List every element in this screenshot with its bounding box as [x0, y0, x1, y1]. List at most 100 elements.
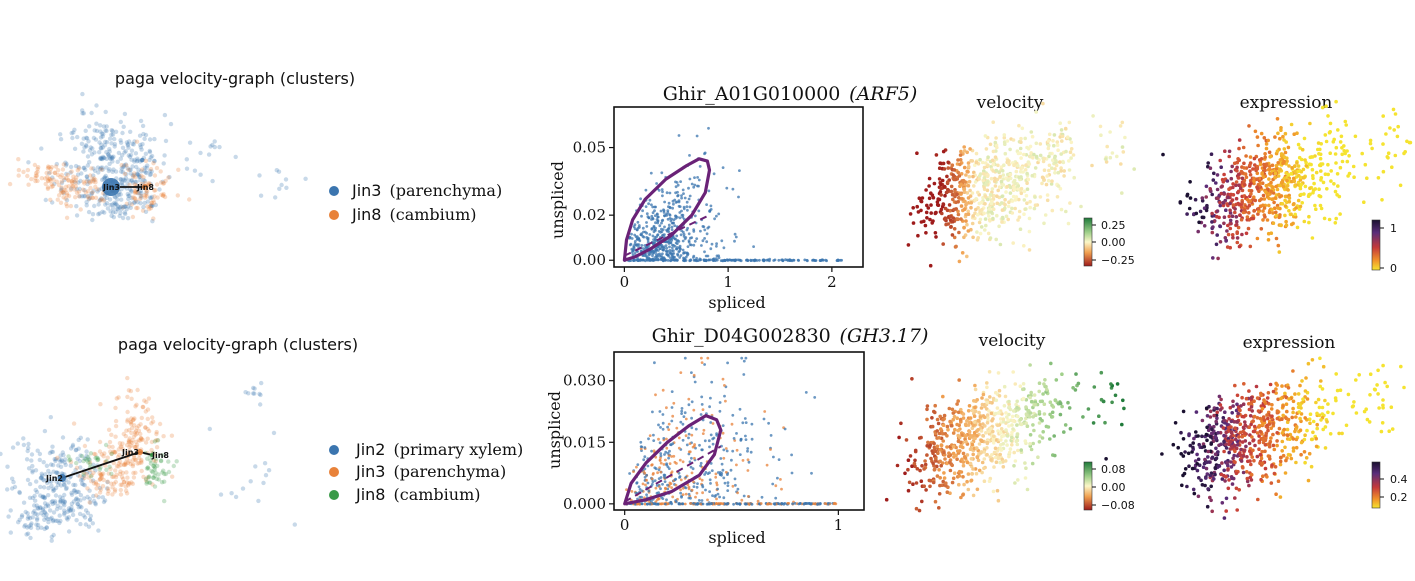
row-1: paga velocity-graph (clusters) Jin3 Jin8 …	[7, 69, 1413, 312]
embedding-point	[1005, 415, 1009, 419]
phase-point	[682, 233, 686, 236]
phase-baseline-point	[651, 259, 655, 262]
umap-point	[100, 167, 105, 172]
embedding-point	[916, 233, 920, 238]
umap-point	[131, 174, 136, 179]
phase-baseline-point	[663, 502, 667, 506]
umap-point	[92, 168, 98, 173]
embedding-point	[985, 452, 989, 457]
embedding-point	[991, 441, 996, 445]
umap-point	[136, 190, 141, 196]
legend-marker	[329, 210, 339, 220]
phase-point	[667, 454, 671, 457]
umap-point	[85, 177, 90, 182]
embedding-point	[1277, 250, 1282, 254]
embedding-point	[1043, 378, 1047, 382]
embedding-point	[1007, 424, 1011, 428]
embedding-point	[971, 235, 975, 240]
embedding-point	[1060, 139, 1064, 143]
phase-point	[684, 255, 688, 259]
embedding-point	[1302, 136, 1307, 141]
umap-point	[126, 139, 132, 144]
umap-point	[101, 124, 107, 129]
embedding-point	[1274, 213, 1279, 218]
umap-point	[133, 175, 138, 180]
paga-node-label: Jin3	[102, 183, 120, 192]
umap-point	[104, 150, 109, 155]
phase-point	[690, 426, 694, 430]
phase-point	[680, 412, 683, 415]
umap-point	[103, 139, 108, 145]
embedding-point	[1296, 164, 1301, 168]
embedding-point	[1062, 169, 1066, 173]
phase-point	[657, 468, 661, 472]
phase-point	[723, 394, 726, 398]
umap-point	[58, 189, 63, 194]
embedding-point	[923, 223, 928, 228]
umap-point	[125, 166, 130, 171]
umap-point	[124, 140, 130, 145]
umap-point	[100, 134, 105, 139]
embedding-point	[979, 406, 984, 410]
umap-point	[25, 167, 31, 173]
phase-point	[661, 413, 665, 416]
embedding-point	[1013, 459, 1018, 463]
umap-point	[127, 193, 132, 198]
embedding-point	[976, 428, 980, 432]
embedding-point	[926, 440, 930, 445]
phase-point	[681, 422, 685, 426]
phase-point	[650, 227, 654, 231]
umap-point	[35, 448, 40, 453]
phase-baseline-point	[648, 502, 652, 506]
umap-point	[21, 500, 27, 505]
embedding-point	[1212, 171, 1216, 176]
phase-baseline-point	[823, 502, 827, 505]
embedding-point	[985, 174, 990, 179]
embedding-point	[1282, 159, 1286, 164]
embedding-point	[963, 180, 967, 184]
umap-point	[39, 525, 44, 530]
embedding-point	[1251, 167, 1255, 171]
embedding-point	[1031, 441, 1035, 446]
embedding-point	[1058, 121, 1062, 125]
embedding-point	[946, 222, 950, 226]
phase-point	[628, 236, 632, 240]
embedding-point	[970, 191, 975, 195]
umap-point	[88, 185, 93, 191]
umap-point	[217, 144, 222, 150]
umap-point	[74, 186, 79, 192]
phase-point	[735, 463, 738, 467]
embedding-point	[1308, 186, 1312, 190]
umap-point	[166, 175, 171, 180]
phase-point	[687, 197, 691, 201]
umap-point	[140, 404, 146, 410]
embedding-point	[1263, 152, 1267, 156]
phase-point	[670, 470, 674, 474]
embedding-point	[1240, 232, 1244, 237]
embedding-point	[1283, 131, 1288, 136]
embedding-point	[989, 458, 993, 462]
embedding-point	[1006, 217, 1010, 222]
embedding-point	[973, 387, 978, 392]
embedding-point	[915, 204, 919, 209]
phase-point	[697, 209, 701, 213]
embedding-point	[985, 400, 990, 405]
phase-point	[721, 166, 725, 170]
umap-point	[101, 454, 106, 459]
umap-point	[147, 149, 153, 155]
embedding-point	[1071, 386, 1075, 390]
phase-point	[699, 229, 702, 233]
embedding-point	[1264, 183, 1269, 188]
embedding-point	[956, 449, 960, 453]
embedding-point	[1296, 169, 1300, 174]
embedding-point	[987, 214, 991, 218]
umap-point	[61, 162, 66, 167]
umap-title: paga velocity-graph (clusters)	[118, 335, 358, 354]
embedding-point	[1004, 411, 1008, 415]
embedding-point	[1021, 396, 1026, 401]
umap-point	[77, 186, 82, 192]
embedding-point	[927, 176, 932, 181]
embedding-point	[966, 423, 971, 427]
umap-point	[30, 495, 35, 501]
embedding-point	[1333, 221, 1338, 225]
